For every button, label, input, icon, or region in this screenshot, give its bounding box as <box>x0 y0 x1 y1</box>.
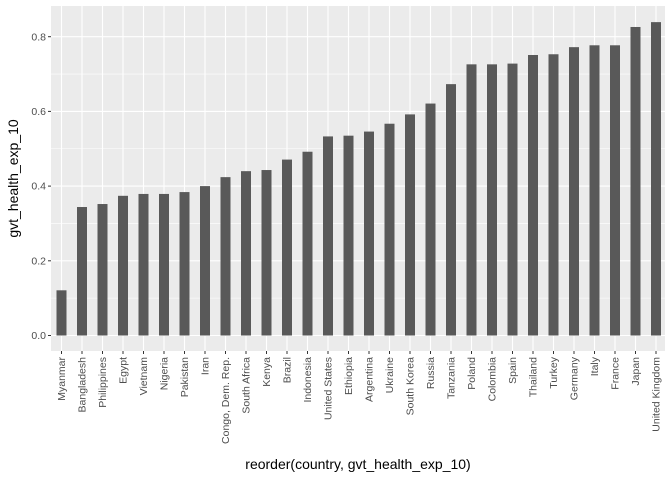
y-axis-ticks: 0.0 0.2 0.4 0.6 0.8 <box>31 31 51 342</box>
x-tick-label: Kenya <box>261 357 273 387</box>
x-tick-label: Vietnam <box>138 357 150 396</box>
bar <box>241 171 251 336</box>
x-tick-label: South Africa <box>241 357 253 414</box>
y-tick-label: 0.2 <box>31 255 46 267</box>
x-tick-label: Tanzania <box>446 357 458 399</box>
bar <box>384 123 395 336</box>
y-tick-label: 0.6 <box>31 106 46 118</box>
x-tick-label: Germany <box>569 356 581 400</box>
y-tick-label: 0.8 <box>31 31 46 43</box>
x-tick-label: Myanmar <box>56 357 68 401</box>
x-tick-label: Japan <box>630 357 642 386</box>
bar <box>343 135 354 336</box>
x-tick-label: Indonesia <box>302 357 314 403</box>
bar <box>569 47 579 336</box>
bar <box>261 170 272 336</box>
y-tick-label: 0.4 <box>31 181 46 193</box>
x-tick-label: Philippines <box>97 357 109 408</box>
x-tick-label: Argentina <box>364 357 376 402</box>
y-tick-label: 0.0 <box>31 330 46 342</box>
bar <box>179 192 190 336</box>
bar <box>56 290 67 336</box>
x-tick-label: Turkey <box>548 356 560 388</box>
bar <box>507 63 518 336</box>
x-tick-label: Ethiopia <box>343 357 355 395</box>
y-axis-title: gvt_health_exp_10 <box>5 119 21 238</box>
bar <box>466 64 477 336</box>
x-tick-label: United Kingdom <box>651 357 663 432</box>
x-tick-label: France <box>610 357 622 390</box>
bar <box>610 45 620 336</box>
plot-panel <box>51 6 665 351</box>
bar <box>220 177 231 336</box>
x-tick-label: Spain <box>507 357 519 384</box>
bar <box>487 64 497 336</box>
bar <box>118 195 128 336</box>
bar <box>77 207 87 336</box>
bar <box>200 186 210 336</box>
x-tick-label: Congo, Dem. Rep. <box>220 357 232 444</box>
x-tick-label: Thailand <box>528 357 540 397</box>
x-tick-label: Nigeria <box>159 357 171 390</box>
x-tick-label: Brazil <box>282 357 294 383</box>
bar <box>589 45 600 336</box>
x-axis-ticks: Myanmar Bangladesh Philippines Egypt Vietnam… <box>56 351 663 444</box>
bar <box>302 151 313 336</box>
bar <box>405 114 415 336</box>
x-tick-label: Colombia <box>487 357 499 402</box>
x-axis-title: reorder(country, gvt_health_exp_10) <box>245 456 470 472</box>
x-tick-label: Russia <box>425 357 437 389</box>
bar <box>282 159 292 336</box>
x-tick-label: Pakistan <box>179 357 191 397</box>
x-tick-label: Egypt <box>118 357 130 384</box>
x-tick-label: Bangladesh <box>77 357 89 413</box>
bar <box>364 131 374 336</box>
bar <box>159 193 169 336</box>
x-tick-label: South Korea <box>405 357 417 416</box>
x-tick-label: Italy <box>589 356 601 376</box>
bar <box>630 26 641 336</box>
bar <box>97 204 108 336</box>
bars <box>56 22 661 336</box>
x-tick-label: Poland <box>466 357 478 390</box>
bar <box>446 84 456 336</box>
x-tick-label: Ukraine <box>384 357 396 393</box>
x-tick-label: United States <box>323 357 335 420</box>
bar <box>323 136 333 336</box>
bar <box>528 55 538 336</box>
bar <box>651 22 661 336</box>
bar <box>138 193 149 336</box>
x-tick-label: Iran <box>200 357 212 375</box>
bar <box>425 103 436 336</box>
bar <box>548 54 559 336</box>
